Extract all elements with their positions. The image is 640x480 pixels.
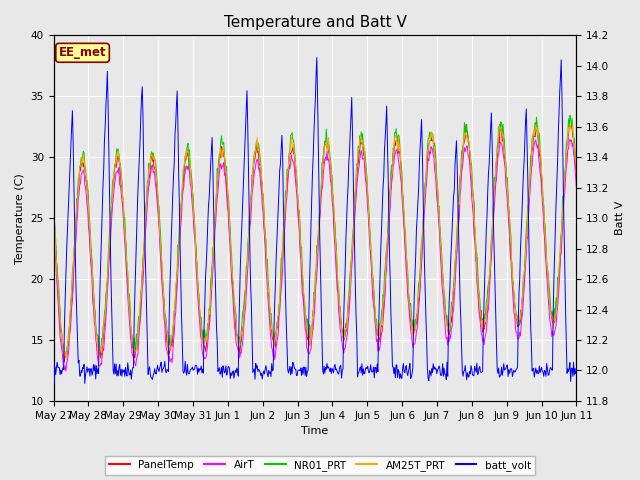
- X-axis label: Time: Time: [301, 426, 328, 436]
- Y-axis label: Temperature (C): Temperature (C): [15, 173, 25, 264]
- Title: Temperature and Batt V: Temperature and Batt V: [223, 15, 406, 30]
- Y-axis label: Batt V: Batt V: [615, 201, 625, 235]
- Text: EE_met: EE_met: [59, 46, 106, 60]
- Legend: PanelTemp, AirT, NR01_PRT, AM25T_PRT, batt_volt: PanelTemp, AirT, NR01_PRT, AM25T_PRT, ba…: [105, 456, 535, 475]
